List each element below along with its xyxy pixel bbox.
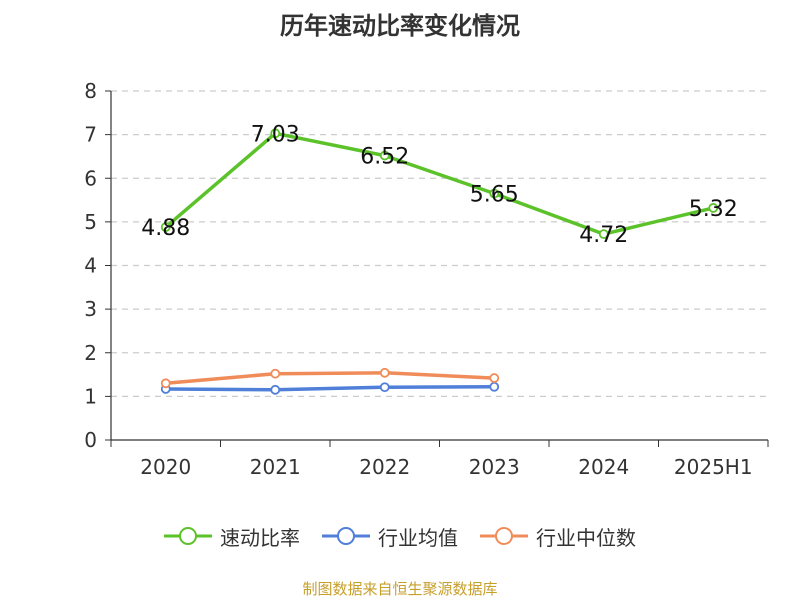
legend-item-0[interactable]: 速动比率 <box>164 522 300 551</box>
legend-item-1[interactable]: 行业均值 <box>322 522 458 551</box>
legend-swatch-icon <box>480 527 528 545</box>
data-point <box>708 203 719 213</box>
y-tick-label: 1 <box>84 384 97 408</box>
series-line-0 <box>164 131 714 236</box>
x-tick-label: 2024 <box>578 455 629 479</box>
y-tick-label: 2 <box>84 341 97 365</box>
data-point <box>270 384 281 395</box>
grid-layer <box>111 90 768 397</box>
source-note: 制图数据来自恒生聚源数据库 <box>302 580 498 598</box>
legend-label: 速动比率 <box>220 525 300 550</box>
axis-layer: 0 1 2 3 4 5 6 7 8 2020 2021 2022 2023 2024 2025H1 <box>84 79 769 479</box>
legend-label: 行业中位数 <box>536 525 636 550</box>
y-tick-label: 7 <box>84 123 97 147</box>
data-label: 4.72 <box>579 223 628 248</box>
legend-item-2[interactable]: 行业中位数 <box>480 522 636 551</box>
data-point <box>379 150 390 161</box>
legend-label: 行业均值 <box>378 525 458 550</box>
series-line-1 <box>165 385 495 392</box>
x-tick-label: 2022 <box>359 455 410 479</box>
y-tick-label: 3 <box>84 297 97 321</box>
data-label: 5.65 <box>470 183 519 208</box>
x-tick-label: 2020 <box>140 455 191 479</box>
data-point <box>160 222 171 233</box>
x-tick-label: 2023 <box>469 455 520 479</box>
data-point <box>489 188 500 199</box>
legend: 速动比率 行业均值 行业中位数 <box>0 518 800 554</box>
data-label: 6.52 <box>360 145 409 170</box>
data-label: 7.03 <box>251 122 300 147</box>
data-point <box>160 378 171 389</box>
y-tick-label: 5 <box>84 210 97 234</box>
legend-swatch-icon <box>322 527 370 545</box>
legend-swatch-icon <box>164 527 212 545</box>
y-tick-label: 8 <box>84 79 97 103</box>
y-tick-label: 4 <box>84 254 97 278</box>
data-label: 4.88 <box>141 216 190 241</box>
chart-title: 历年速动比率变化情况 <box>280 12 520 40</box>
series-layer <box>160 128 719 395</box>
data-label: 5.32 <box>689 197 738 222</box>
x-tick-label: 2025H1 <box>674 455 753 479</box>
data-point <box>270 128 281 139</box>
data-point <box>379 382 390 393</box>
data-point <box>379 367 390 378</box>
data-point <box>598 229 609 239</box>
x-tick-label: 2021 <box>250 455 301 479</box>
data-point <box>270 368 281 379</box>
data-point <box>489 373 500 383</box>
data-point <box>489 381 500 392</box>
data-label-layer: 4.88 7.03 6.52 5.65 4.72 5.32 <box>141 122 737 248</box>
y-tick-label: 6 <box>84 166 97 190</box>
y-tick-label: 0 <box>84 428 97 452</box>
series-line-2 <box>165 371 495 386</box>
